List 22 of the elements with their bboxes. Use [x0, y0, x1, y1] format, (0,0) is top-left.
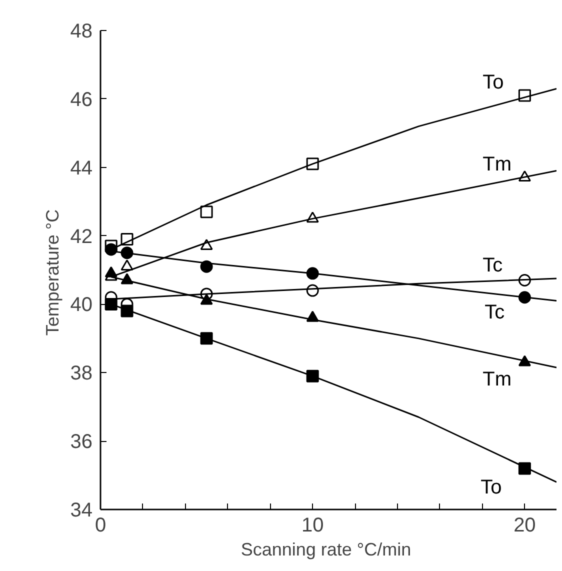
y-tick-label: 42: [70, 226, 93, 248]
x-axis-title: Scanning rate °C/min: [240, 540, 412, 560]
y-tick-label: 40: [70, 294, 93, 316]
x-tick-label: 0: [94, 514, 106, 536]
series-label: To: [482, 72, 504, 94]
y-tick-label: 46: [70, 88, 93, 111]
series-label: Tm: [482, 154, 512, 176]
point: [200, 206, 213, 218]
x-tick-label: 10: [301, 514, 324, 536]
y-tick-label: 44: [70, 157, 93, 180]
y-axis-title: Temperature °C: [42, 209, 62, 336]
series-label: Tc: [484, 301, 505, 324]
series-label: To: [480, 476, 502, 498]
y-tick-label: 48: [70, 20, 93, 42]
y-tick-label: 34: [70, 500, 93, 522]
x-tick-label: 20: [514, 514, 536, 536]
series-label: Tm: [482, 368, 512, 390]
y-tick-label: 36: [70, 431, 93, 454]
point: [120, 259, 134, 271]
series-label: Tc: [482, 254, 503, 276]
y-tick-label: 38: [70, 362, 93, 385]
point: [200, 238, 213, 250]
